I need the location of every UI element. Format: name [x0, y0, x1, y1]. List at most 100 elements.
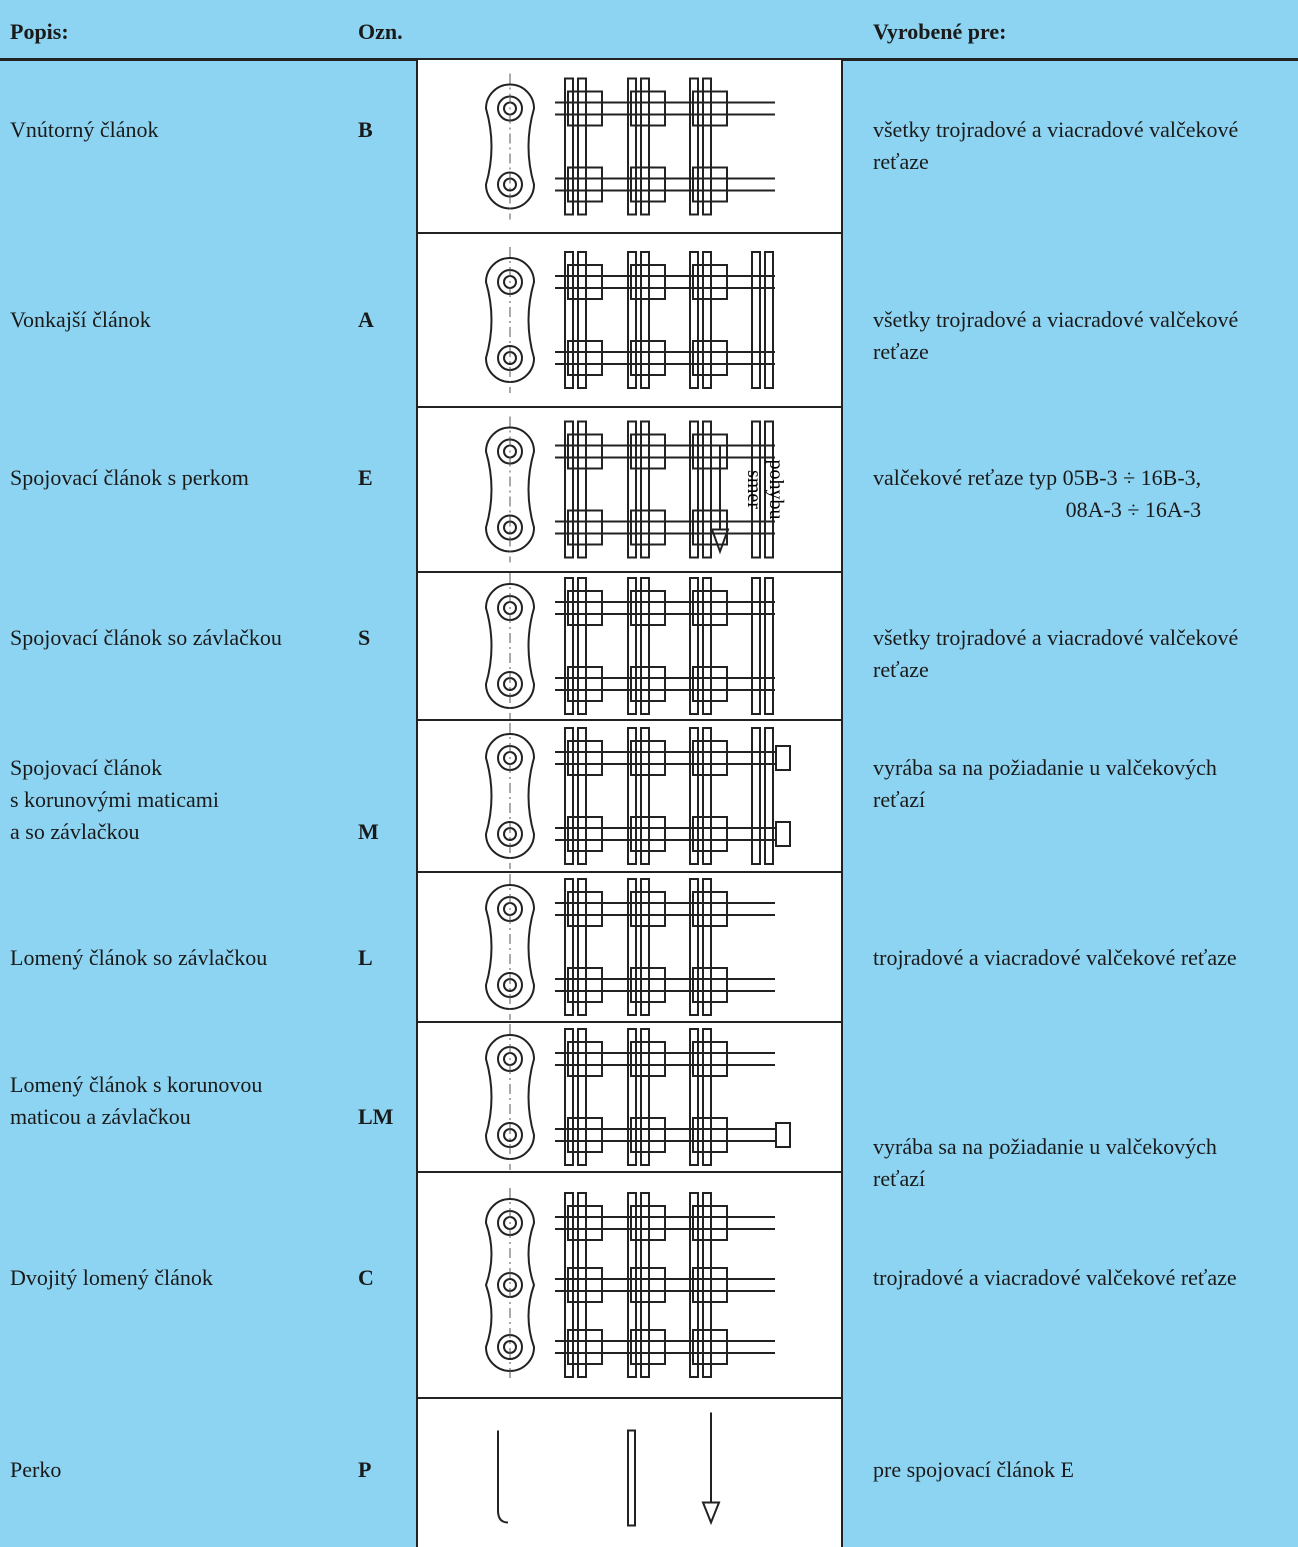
- drawing-line: [627, 1028, 637, 1166]
- drawing-line: [640, 577, 650, 715]
- drawing-line: [567, 590, 603, 626]
- description: Lomený článok so závlačkou: [10, 945, 268, 970]
- designation: E: [358, 465, 373, 490]
- drawing-line: [577, 878, 587, 1016]
- drawing-line: [630, 1041, 666, 1077]
- drawing-line: [577, 1192, 587, 1378]
- direction-note: smer: [743, 470, 765, 509]
- drawing-line: [627, 1429, 636, 1527]
- drawing-line: [484, 257, 536, 383]
- description: a so závlačkou: [10, 819, 140, 844]
- drawing-line: [567, 166, 603, 203]
- drawing-line: [567, 509, 603, 546]
- drawing-line: [692, 1205, 728, 1241]
- description: Spojovací článok s perkom: [10, 465, 249, 490]
- drawing-line: [702, 251, 712, 389]
- description: Vnútorný článok: [10, 117, 159, 142]
- drawing-line: [630, 666, 666, 702]
- drawing-line: [689, 1028, 699, 1166]
- drawing-line: [484, 1198, 536, 1372]
- drawing-line: [692, 740, 728, 776]
- drawing-line: [692, 891, 728, 927]
- drawing-line: [567, 1117, 603, 1153]
- drawing-line: [692, 433, 728, 470]
- drawing-line: [630, 509, 666, 546]
- header-rule: [0, 58, 1298, 61]
- description: Perko: [10, 1457, 62, 1482]
- drawing-line: [692, 1041, 728, 1077]
- drawing-line: [567, 666, 603, 702]
- drawing-line: [577, 420, 587, 559]
- drawing-line: [689, 251, 699, 389]
- drawing-line: [627, 577, 637, 715]
- drawing-line: [567, 1205, 603, 1241]
- description: maticou a závlačkou: [10, 1104, 191, 1129]
- drawing-line: [630, 1205, 666, 1241]
- description: Dvojitý lomený článok: [10, 1265, 213, 1290]
- drawing-line: [630, 1329, 666, 1365]
- drawing-line: [640, 1192, 650, 1378]
- made-for: trojradové a viacradové valčekové reťaze: [873, 945, 1237, 970]
- drawing-line: [484, 83, 536, 210]
- drawing-line: [484, 733, 536, 859]
- drawing-line: [627, 251, 637, 389]
- designation: B: [358, 117, 373, 142]
- drawing-line: [564, 878, 574, 1016]
- drawing-line: [627, 878, 637, 1016]
- header-vyrobene: Vyrobené pre:: [873, 19, 1007, 44]
- drawing-line: [484, 583, 536, 709]
- made-for: vyrába sa na požiadanie u valčekových: [873, 1134, 1217, 1159]
- drawing-line: [702, 420, 712, 559]
- drawing-line: [689, 77, 699, 216]
- drawing-line: [689, 878, 699, 1016]
- drawing-line: [567, 740, 603, 776]
- drawing-line: [577, 77, 587, 216]
- made-for: reťaze: [873, 657, 929, 682]
- designation: A: [358, 307, 374, 332]
- drawing-line: [692, 166, 728, 203]
- drawing-line: [567, 90, 603, 127]
- made-for-line: 08A-3 ÷ 16A-3: [1065, 497, 1202, 522]
- drawing-line: [564, 77, 574, 216]
- drawing-line: [564, 251, 574, 389]
- drawing-line: [692, 1267, 728, 1303]
- drawing-line: [692, 1329, 728, 1365]
- drawing-line: [764, 251, 774, 389]
- drawing-line: [689, 577, 699, 715]
- drawing-line: [567, 433, 603, 470]
- drawing-line: [564, 1028, 574, 1166]
- drawing-line: [577, 1028, 587, 1166]
- drawing-line: [692, 340, 728, 376]
- drawing-line: [630, 166, 666, 203]
- designation: P: [358, 1457, 372, 1482]
- designation: LM: [358, 1104, 394, 1129]
- drawing-line: [751, 420, 761, 559]
- drawing-line: [627, 420, 637, 559]
- drawing-line: [692, 666, 728, 702]
- made-for: reťaze: [873, 339, 929, 364]
- made-for-line: valčekové reťaze typ 05B-3 ÷ 16B-3,: [873, 465, 1202, 490]
- drawing-line: [710, 528, 730, 555]
- drawing-line: [630, 264, 666, 300]
- drawing-line: [702, 577, 712, 715]
- drawing-line: [689, 727, 699, 865]
- drawing-line: [497, 1430, 509, 1524]
- drawing-line: [484, 1034, 536, 1160]
- drawing-line: [627, 1192, 637, 1378]
- drawing-line: [692, 967, 728, 1003]
- drawing-line: [689, 420, 699, 559]
- made-for: všetky trojradové a viacradové valčekové: [873, 625, 1239, 650]
- drawing-line: [627, 77, 637, 216]
- designation: C: [358, 1265, 374, 1290]
- drawing-line: [775, 745, 791, 771]
- drawing-line: [701, 1501, 721, 1526]
- designation: M: [358, 819, 379, 844]
- description: Spojovací článok: [10, 755, 163, 780]
- drawing-line: [764, 420, 774, 559]
- drawing-line: [764, 727, 774, 865]
- drawing-line: [630, 816, 666, 852]
- drawing-line: [564, 727, 574, 865]
- drawing-line: [630, 340, 666, 376]
